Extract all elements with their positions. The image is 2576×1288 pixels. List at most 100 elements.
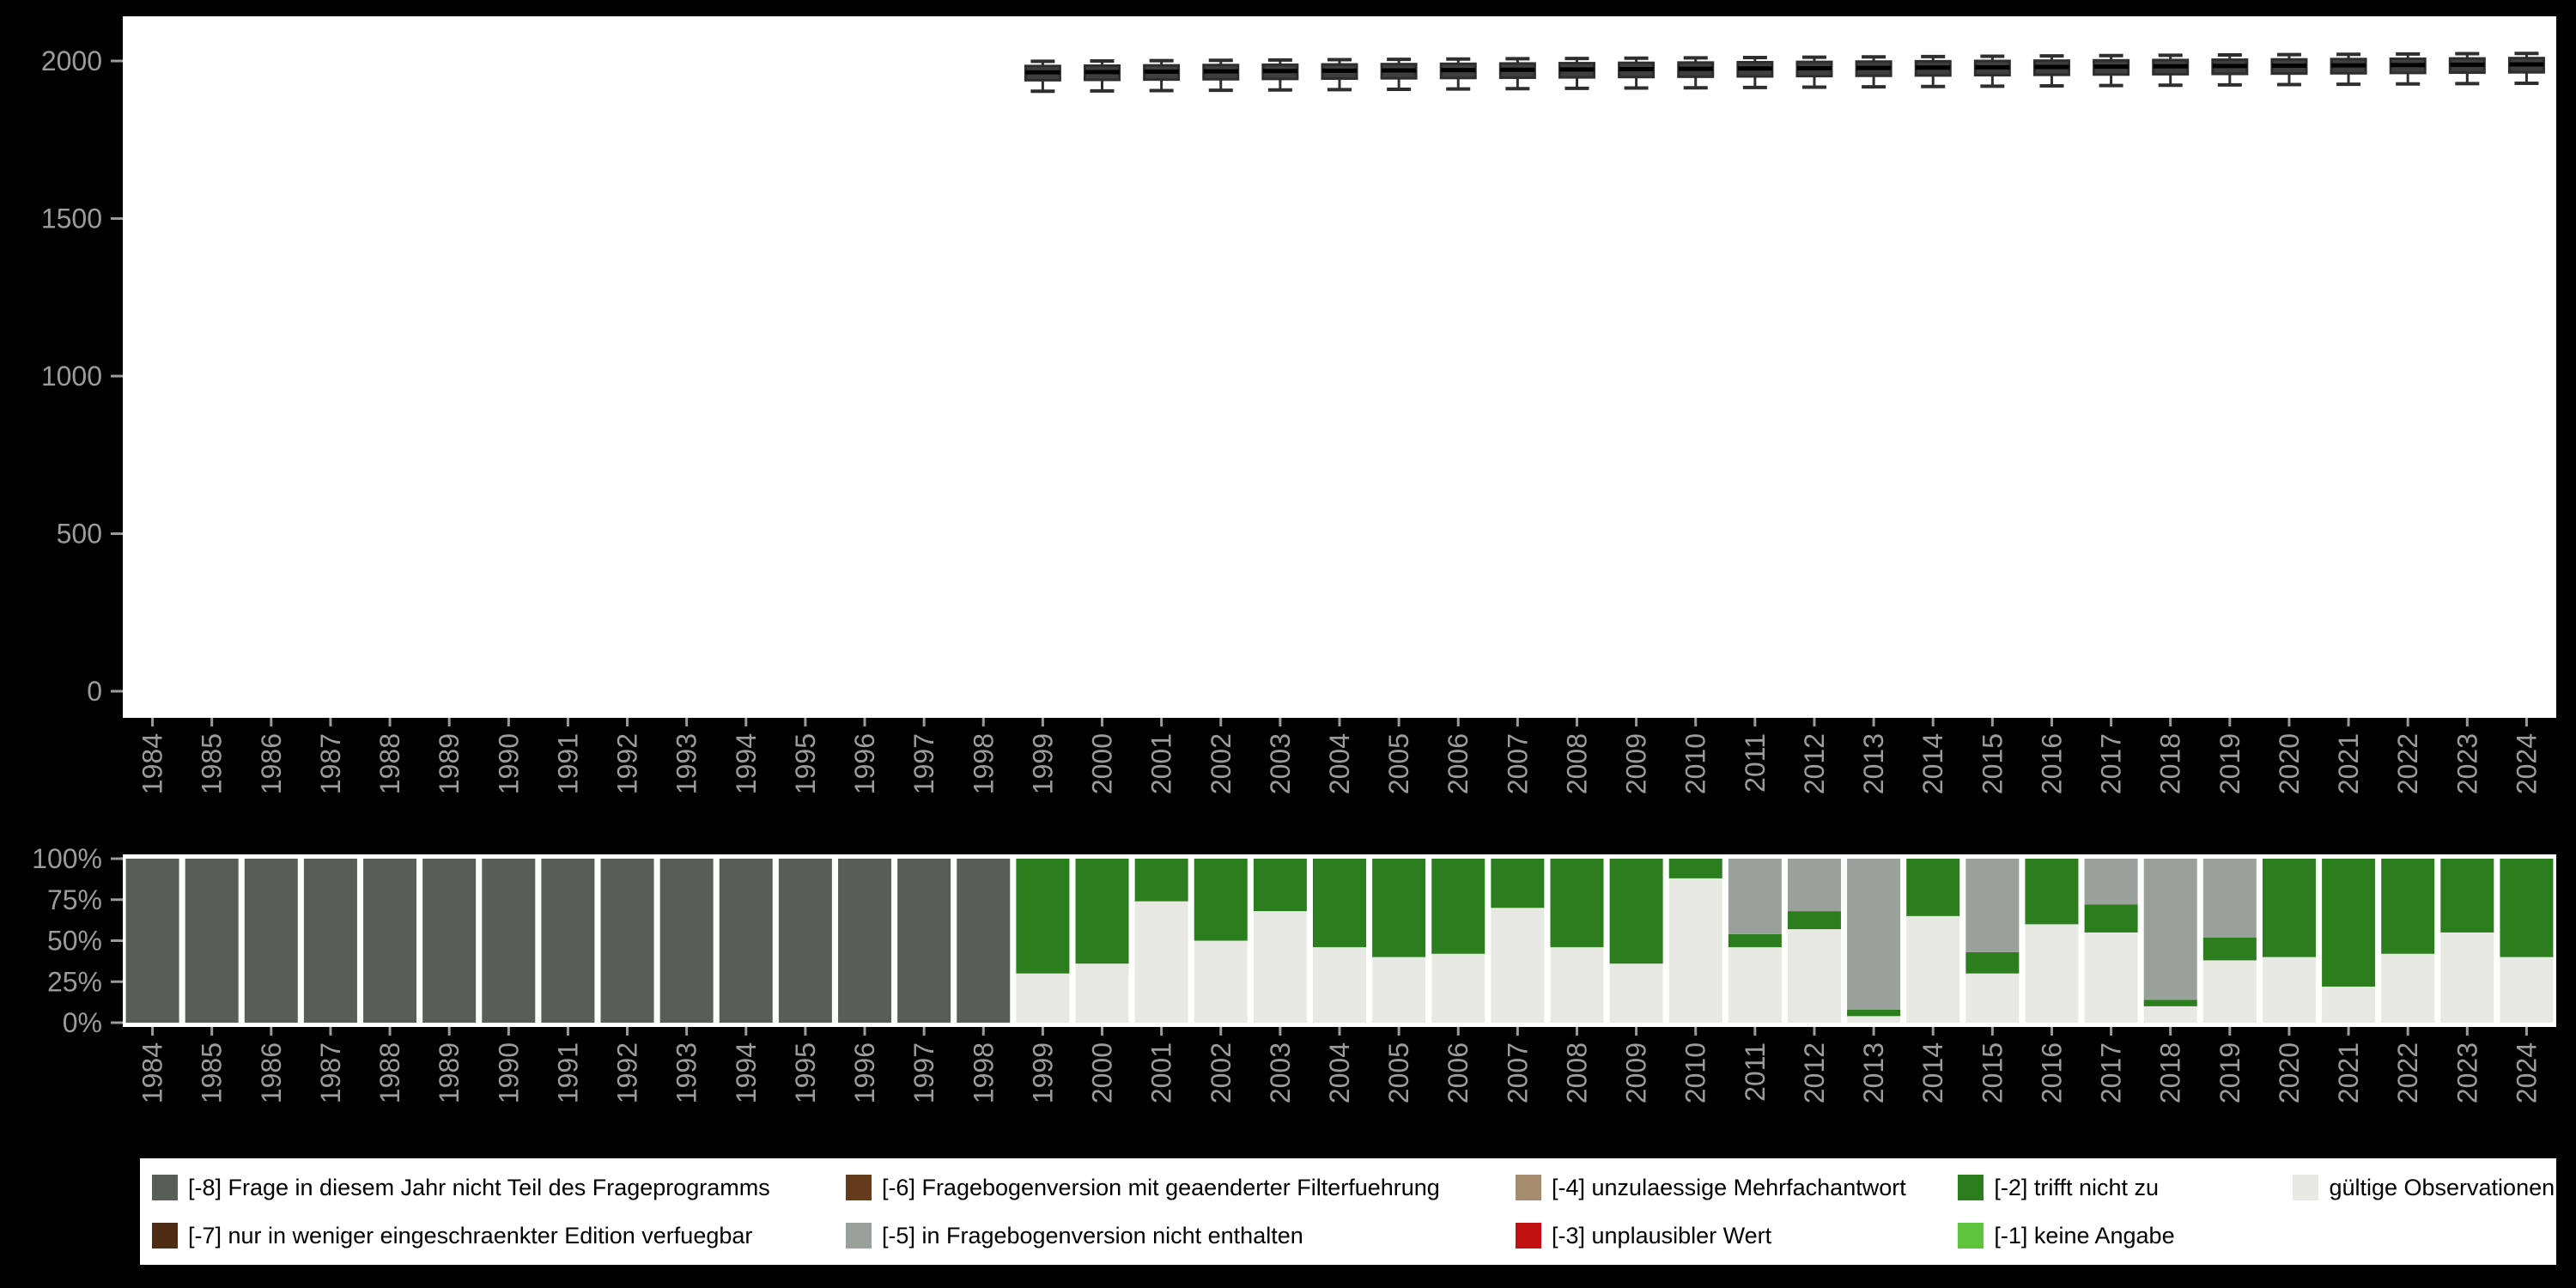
legend-swatch-neg5	[845, 1223, 872, 1249]
x-tick-label: 1988	[374, 733, 405, 794]
legend-swatch-neg1	[1958, 1223, 1984, 1249]
bar-segment-valid	[1728, 947, 1782, 1023]
bar-segment-neg8	[778, 859, 832, 1023]
x-tick-label: 2002	[1206, 1042, 1236, 1103]
stacked-bar-1991	[541, 859, 595, 1023]
bar-segment-neg8	[600, 859, 654, 1023]
bar-segment-neg2	[1075, 859, 1129, 964]
legend-item-neg5: [-5] in Fragebogenversion nicht enthalte…	[845, 1223, 1516, 1249]
stacked-bar-2010	[1668, 859, 1722, 1023]
x-tick-label: 1989	[434, 1042, 465, 1103]
bar-segment-valid	[1313, 947, 1366, 1023]
x-tick-label: 2021	[2333, 733, 2364, 794]
boxplot-1999	[1024, 59, 1061, 94]
boxplot-2002	[1202, 58, 1240, 93]
stacked-bar-1998	[957, 859, 1011, 1023]
bar-segment-neg8	[957, 859, 1011, 1023]
bar-segment-neg2	[1609, 859, 1663, 964]
x-tick-label: 2019	[2215, 733, 2245, 794]
bar-segment-neg2	[1016, 859, 1070, 974]
stacked-bar-2002	[1194, 859, 1248, 1023]
x-tick-label: 1995	[790, 1042, 821, 1103]
bar-segment-neg2	[1906, 859, 1960, 916]
x-tick-label: 1996	[849, 733, 880, 794]
bar-segment-valid	[2202, 960, 2257, 1023]
x-tick-label: 2013	[1858, 733, 1889, 794]
bar-segment-neg2	[1491, 859, 1545, 908]
bar-segment-neg5	[2143, 859, 2197, 1000]
bar-segment-neg8	[541, 859, 595, 1023]
stacked-bar-2012	[1787, 859, 1841, 1023]
stacked-bar-chart-svg: 0% 25% 50% 75% 100% 1984 1985 1986 1987 1988 1989 1…	[32, 843, 2556, 1103]
bar-segment-neg2	[1253, 859, 1307, 912]
bar-segment-neg2	[1313, 859, 1366, 948]
bar-segment-neg2	[2084, 904, 2138, 933]
x-tick-label: 2002	[1206, 733, 1236, 794]
legend-label: gültige Observationen	[2329, 1174, 2555, 1200]
x-tick-label: 2013	[1858, 1042, 1889, 1103]
bar-segment-valid	[1609, 963, 1663, 1023]
bar-segment-neg8	[482, 859, 536, 1023]
stacked-bar-2018	[2143, 859, 2197, 1023]
boxplot-2006	[1439, 57, 1477, 91]
x-tick-label: 1991	[552, 733, 583, 794]
bar-segment-neg5	[2202, 859, 2257, 938]
x-tick-label: 2008	[1561, 1042, 1592, 1103]
bar-segment-neg8	[125, 859, 179, 1023]
bar-segment-neg8	[363, 859, 417, 1023]
x-tick-label: 2007	[1502, 1042, 1533, 1103]
boxplot-2001	[1143, 58, 1181, 93]
y-tick-label: 25%	[47, 966, 102, 997]
boxplot-2017	[2093, 53, 2130, 88]
stacked-bar-1997	[897, 859, 951, 1023]
bar-segment-neg2	[1965, 951, 2020, 974]
stacked-bar-1989	[422, 859, 477, 1023]
y-tick-label: 0%	[63, 1007, 102, 1038]
bar-segment-neg8	[659, 859, 714, 1023]
x-tick-label: 2016	[2036, 733, 2067, 794]
bar-segment-neg2	[1550, 859, 1604, 948]
x-tick-label: 2016	[2036, 1042, 2067, 1103]
bar-segment-neg5	[2084, 859, 2138, 905]
x-tick-label: 1990	[493, 733, 524, 794]
bar-segment-neg2	[1668, 859, 1722, 878]
x-tick-label: 1985	[197, 1042, 228, 1103]
x-tick-label: 2003	[1265, 733, 1296, 794]
x-tick-label: 2010	[1680, 1042, 1711, 1103]
x-tick-label: 1994	[731, 1042, 762, 1103]
bar-segment-valid	[1787, 929, 1841, 1023]
bar-segment-valid	[1253, 911, 1307, 1023]
stacked-bar-2001	[1134, 859, 1188, 1023]
x-tick-label: 2000	[1087, 733, 1118, 794]
stacked-bar-2022	[2381, 859, 2435, 1023]
boxplot-2003	[1261, 58, 1299, 92]
boxplot-2020	[2270, 52, 2308, 87]
bar-segment-neg8	[185, 859, 239, 1023]
bar-segment-valid	[1431, 953, 1485, 1023]
x-tick-label: 2024	[2511, 1042, 2542, 1103]
legend-swatch-neg6	[845, 1175, 872, 1200]
bar-segment-valid	[1965, 973, 2020, 1023]
x-tick-label: 2024	[2511, 733, 2542, 794]
stacked-bar-2008	[1550, 859, 1604, 1023]
stacked-bar-2013	[1847, 859, 1901, 1023]
bar-segment-neg2	[2202, 937, 2257, 961]
x-tick-label: 1990	[493, 1042, 524, 1103]
legend: [-8] Frage in diesem Jahr nicht Teil des…	[140, 1158, 2556, 1265]
boxplot-2008	[1558, 57, 1595, 90]
top-plot-area	[123, 16, 2556, 718]
legend-item-neg7: [-7] nur in weniger eingeschraenkter Edi…	[152, 1223, 846, 1249]
stacked-bar-1996	[838, 859, 892, 1023]
bar-segment-neg2	[2440, 859, 2494, 933]
bar-segment-valid	[2025, 924, 2079, 1023]
stacked-bar-2015	[1965, 859, 2020, 1023]
x-tick-label: 2005	[1383, 1042, 1414, 1103]
x-tick-label: 2003	[1265, 1042, 1296, 1103]
legend-swatch-neg4	[1516, 1175, 1542, 1200]
boxplot-2014	[1914, 54, 1952, 88]
x-tick-label: 1984	[137, 1042, 168, 1103]
x-tick-label: 2009	[1621, 1042, 1652, 1103]
y-tick-label: 100%	[32, 843, 102, 874]
bar-segment-neg2	[1728, 933, 1782, 948]
